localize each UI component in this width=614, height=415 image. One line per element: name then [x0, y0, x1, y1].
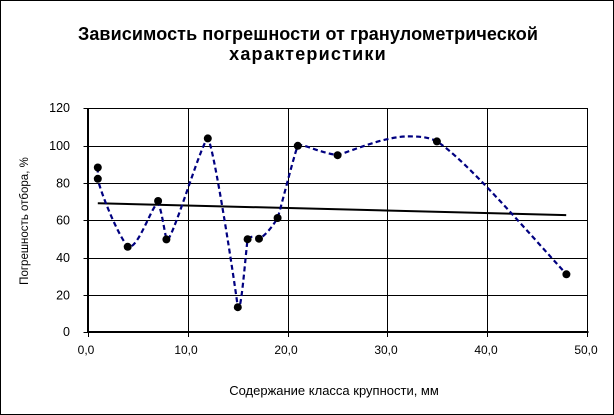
svg-text:60: 60: [56, 214, 70, 228]
svg-text:20,0: 20,0: [274, 343, 298, 357]
svg-text:Зависимость погрешности от гра: Зависимость погрешности от гранулометрич…: [78, 24, 538, 44]
svg-text:120: 120: [49, 101, 70, 115]
svg-text:80: 80: [56, 176, 70, 190]
svg-text:характеристики: характеристики: [229, 44, 387, 64]
svg-text:0,0: 0,0: [78, 343, 95, 357]
svg-text:50,0: 50,0: [574, 343, 598, 357]
svg-text:30,0: 30,0: [374, 343, 398, 357]
svg-text:Погрешность отбора, %: Погрешность отбора, %: [19, 157, 31, 285]
svg-text:100: 100: [49, 139, 70, 153]
svg-text:40,0: 40,0: [474, 343, 498, 357]
svg-text:20: 20: [56, 288, 70, 302]
svg-text:0: 0: [63, 325, 70, 339]
svg-text:Содержание класса крупности, м: Содержание класса крупности, мм: [229, 383, 439, 398]
svg-text:10,0: 10,0: [174, 343, 198, 357]
svg-text:40: 40: [56, 251, 70, 265]
